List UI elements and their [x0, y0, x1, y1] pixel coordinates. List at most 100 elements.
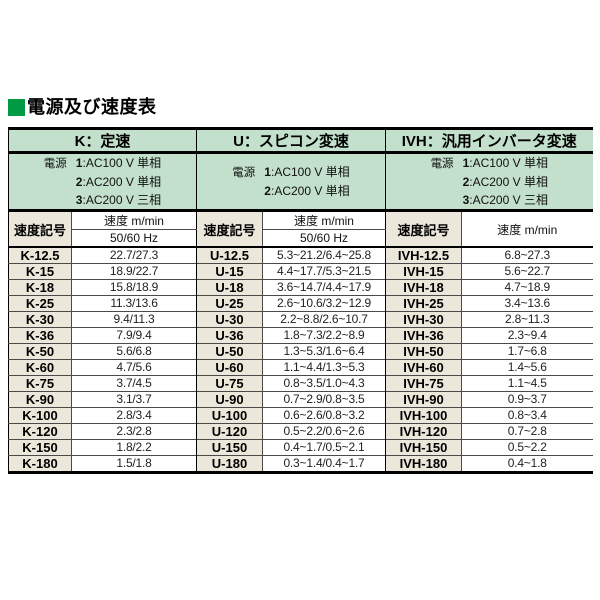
power-option: 電源 1:AC100 V 単相 — [232, 163, 349, 182]
speed-code-header-k: 速度記号 — [8, 209, 72, 248]
column-header-row: 速度記号 速度 m/min 速度記号 速度 m/min 速度記号 速度 m/mi… — [8, 209, 593, 248]
speed-code-cell: U-90 — [196, 390, 263, 408]
speed-value-cell: 0.4~1.8 — [460, 454, 593, 474]
power-option-number: 2 — [462, 175, 470, 190]
speed-unit-header-u: 速度 m/min — [262, 209, 386, 231]
speed-value-cell: 2.3~9.4 — [460, 326, 593, 344]
speed-code-cell: IVH-25 — [385, 294, 462, 312]
speed-code-cell: U-25 — [196, 294, 263, 312]
speed-value-cell: 0.9~3.7 — [460, 390, 593, 408]
speed-unit-header-k: 速度 m/min — [71, 209, 197, 231]
speed-value-cell: 1.8~7.3/2.2~8.9 — [262, 326, 386, 344]
hz-header-k: 50/60 Hz — [71, 229, 197, 248]
speed-code-cell: U-75 — [196, 374, 263, 392]
speed-row: K-30 9.4/11.3 U-30 2.2~8.8/2.6~10.7 IVH-30 2.… — [8, 310, 593, 328]
power-option: 3:AC200 V 三相 — [44, 191, 161, 209]
speed-value-cell: 2.8/3.4 — [71, 406, 197, 424]
power-option-number: 2 — [75, 175, 83, 190]
power-option-number: 3 — [462, 193, 470, 208]
power-label: 電源 — [232, 167, 256, 179]
speed-code-cell: U-18 — [196, 278, 263, 296]
speed-value-cell: 1.1~4.4/1.3~5.3 — [262, 358, 386, 376]
speed-value-cell: 1.7~6.8 — [460, 342, 593, 360]
speed-row: K-120 2.3/2.8 U-120 0.5~2.2/0.6~2.6 IVH-120 0… — [8, 422, 593, 440]
speed-code-cell: U-15 — [196, 262, 263, 280]
speed-row: K-100 2.8/3.4 U-100 0.6~2.6/0.8~3.2 IVH-100 0… — [8, 406, 593, 424]
section-title-bar: 電源及び速度表 — [8, 98, 157, 116]
hz-header-row: 50/60 Hz 50/60 Hz — [9, 229, 593, 248]
speed-code-cell: K-120 — [8, 422, 72, 440]
speed-code-cell: IVH-90 — [385, 390, 462, 408]
speed-code-cell: K-75 — [8, 374, 72, 392]
speed-value-cell: 3.1/3.7 — [71, 390, 197, 408]
power-option-desc: :AC100 V 単相 — [82, 156, 162, 170]
speed-code-cell: K-90 — [8, 390, 72, 408]
speed-code-header-u: 速度記号 — [196, 209, 263, 248]
power-options-k: 電源 1:AC100 V 単相 2:AC200 V 単相 3:AC200 V 三相 — [8, 152, 197, 211]
speed-code-cell: U-180 — [196, 454, 263, 474]
speed-row: K-25 11.3/13.6 U-25 2.6~10.6/3.2~12.9 IVH-25… — [8, 294, 593, 312]
power-option-number: 1 — [264, 165, 271, 179]
speed-value-cell: 1.5/1.8 — [71, 454, 197, 474]
power-option-number: 2 — [264, 184, 271, 199]
speed-code-cell: IVH-18 — [385, 278, 462, 296]
speed-value-cell: 4.4~17.7/5.3~21.5 — [262, 262, 386, 280]
speed-value-cell: 0.3~1.4/0.4~1.7 — [262, 454, 386, 474]
power-option-desc: :AC200 V 単相 — [270, 184, 350, 199]
speed-code-cell: IVH-60 — [385, 358, 462, 376]
speed-value-cell: 1.1~4.5 — [460, 374, 593, 392]
power-speed-table: K：定速 U：スピコン変速 IVH：汎用インバータ変速 電源 1:AC100 V … — [8, 127, 593, 474]
group-title-row: K：定速 U：スピコン変速 IVH：汎用インバータ変速 — [8, 127, 593, 154]
group-title-k: K：定速 — [8, 127, 197, 154]
power-option-number: 1 — [462, 156, 470, 170]
page-title: 電源及び速度表 — [27, 97, 157, 117]
speed-code-cell: K-36 — [8, 326, 72, 344]
speed-value-cell: 1.3~5.3/1.6~6.4 — [262, 342, 386, 360]
power-option: 電源 1:AC100 V 単相 — [44, 154, 161, 173]
speed-row: K-18 15.8/18.9 U-18 3.6~14.7/4.4~17.9 IVH-18… — [8, 278, 593, 296]
power-options-u: 電源 1:AC100 V 単相 2:AC200 V 単相 — [196, 152, 386, 211]
speed-code-cell: U-60 — [196, 358, 263, 376]
speed-code-cell: K-12.5 — [8, 246, 72, 264]
speed-row: K-50 5.6/6.8 U-50 1.3~5.3/1.6~6.4 IVH-50 1.7~… — [8, 342, 593, 360]
power-option: 3:AC200 V 三相 — [431, 191, 548, 209]
power-option-desc: :AC200 V 三相 — [469, 193, 548, 208]
speed-row: K-75 3.7/4.5 U-75 0.8~3.5/1.0~4.3 IVH-75 1.1~… — [8, 374, 593, 392]
speed-value-cell: 3.4~13.6 — [460, 294, 593, 312]
speed-code-cell: IVH-75 — [385, 374, 462, 392]
speed-value-cell: 4.7/5.6 — [71, 358, 197, 376]
power-option-number: 1 — [75, 156, 83, 170]
speed-value-cell: 0.7~2.9/0.8~3.5 — [262, 390, 386, 408]
power-option: 2:AC200 V 単相 — [232, 182, 349, 200]
speed-value-cell: 3.7/4.5 — [71, 374, 197, 392]
speed-value-cell: 2.3/2.8 — [71, 422, 197, 440]
power-label: 電源 — [430, 158, 454, 170]
speed-code-cell: K-180 — [8, 454, 72, 474]
power-option: 電源 1:AC100 V 単相 — [431, 154, 548, 173]
power-options-ivh: 電源 1:AC100 V 単相 2:AC200 V 単相 3:AC200 V 三相 — [384, 152, 593, 211]
speed-code-cell: K-25 — [8, 294, 72, 312]
speed-row: K-15 18.9/22.7 U-15 4.4~17.7/5.3~21.5 IVH-15… — [8, 262, 593, 280]
speed-value-cell: 5.3~21.2/6.4~25.8 — [262, 246, 386, 264]
speed-code-cell: IVH-30 — [385, 310, 462, 328]
power-option-number: 3 — [75, 193, 83, 208]
hz-header-u: 50/60 Hz — [262, 229, 386, 248]
power-option: 2:AC200 V 単相 — [44, 173, 161, 191]
speed-value-cell: 1.8/2.2 — [71, 438, 197, 456]
group-title-ivh: IVH：汎用インバータ変速 — [384, 127, 593, 154]
speed-code-header-ivh: 速度記号 — [385, 209, 462, 248]
speed-value-cell: 5.6~22.7 — [460, 262, 593, 280]
speed-value-cell: 0.6~2.6/0.8~3.2 — [262, 406, 386, 424]
speed-code-cell: U-12.5 — [196, 246, 263, 264]
group-title-u: U：スピコン変速 — [196, 127, 386, 154]
speed-code-cell: K-50 — [8, 342, 72, 360]
power-option-desc: :AC200 V 単相 — [469, 175, 548, 190]
speed-code-cell: IVH-100 — [385, 406, 462, 424]
power-option: 2:AC200 V 単相 — [431, 173, 548, 191]
speed-value-cell: 6.8~27.3 — [460, 246, 593, 264]
speed-row: K-12.5 22.7/27.3 U-12.5 5.3~21.2/6.4~25.8 IV… — [8, 246, 593, 264]
speed-value-cell: 0.4~1.7/0.5~2.1 — [262, 438, 386, 456]
green-square-bullet-icon — [8, 98, 25, 116]
speed-unit-header-ivh: 速度 m/min — [460, 209, 593, 248]
